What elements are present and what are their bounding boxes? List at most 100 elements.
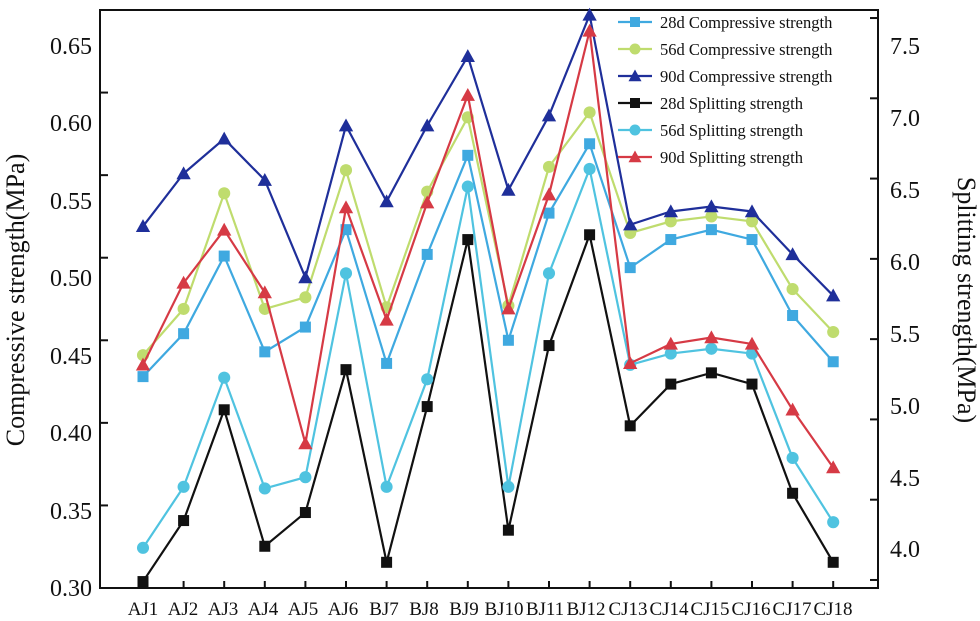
data-point bbox=[744, 204, 760, 218]
data-point bbox=[628, 150, 642, 163]
data-point bbox=[218, 371, 231, 384]
data-point bbox=[629, 43, 641, 55]
data-point bbox=[257, 172, 272, 186]
data-point bbox=[299, 321, 311, 333]
x-tick-label: CJ18 bbox=[813, 599, 852, 620]
data-point bbox=[502, 524, 514, 536]
data-point bbox=[624, 420, 636, 432]
x-tick-label: AJ6 bbox=[328, 599, 359, 620]
legend-marker bbox=[618, 17, 652, 27]
data-point bbox=[704, 199, 719, 213]
y-tick-label: 0.65 bbox=[50, 34, 92, 60]
legend-marker bbox=[618, 43, 652, 55]
x-tick-label: BJ9 bbox=[449, 599, 479, 620]
data-point bbox=[217, 222, 232, 236]
data-point bbox=[299, 507, 311, 519]
data-point bbox=[541, 187, 557, 201]
series-56d-compressive-strength bbox=[136, 106, 840, 362]
data-point bbox=[746, 378, 758, 390]
legend-label: 56d Compressive strength bbox=[660, 40, 833, 59]
data-point bbox=[744, 336, 760, 350]
data-point bbox=[826, 460, 841, 474]
y2-tick-label: 5.0 bbox=[890, 394, 920, 420]
data-point bbox=[584, 138, 596, 150]
y2-tick-label: 4.0 bbox=[890, 537, 920, 563]
data-point bbox=[257, 285, 272, 299]
legend-entry: 56d Compressive strength bbox=[618, 40, 833, 59]
data-point bbox=[421, 248, 433, 260]
y-tick-label: 0.40 bbox=[50, 421, 92, 447]
data-point bbox=[137, 576, 149, 588]
data-point bbox=[502, 334, 514, 346]
data-point bbox=[665, 234, 677, 246]
plot-area-border bbox=[99, 9, 879, 589]
legend-entry: 90d Compressive strength bbox=[618, 67, 833, 86]
y-axis-title: Compressive strength(MPa) bbox=[1, 154, 30, 446]
data-point bbox=[421, 401, 433, 413]
y2-tick-label: 6.0 bbox=[890, 250, 920, 276]
x-tick-label: CJ14 bbox=[649, 599, 689, 620]
data-point bbox=[630, 98, 640, 108]
data-point bbox=[298, 270, 313, 284]
data-point bbox=[421, 373, 434, 386]
y-tick-label: 0.35 bbox=[50, 499, 92, 525]
data-point bbox=[705, 342, 718, 355]
data-point bbox=[177, 480, 190, 493]
data-point bbox=[176, 275, 191, 289]
data-point bbox=[218, 187, 231, 200]
data-point bbox=[787, 487, 799, 499]
legend-entry: 56d Splitting strength bbox=[618, 121, 804, 140]
data-point bbox=[582, 7, 597, 21]
x-tick-label: BJ11 bbox=[526, 599, 564, 620]
data-point bbox=[582, 23, 597, 37]
series-line bbox=[142, 30, 835, 469]
data-point bbox=[460, 49, 475, 62]
series-line bbox=[142, 165, 835, 549]
data-point bbox=[462, 234, 474, 246]
left-y-axis: 0.30 0.35 0.40 0.45 0.50 0.55 0.60 0.65 bbox=[50, 34, 92, 602]
x-tick-label: AJ3 bbox=[208, 599, 239, 620]
series-56d-splitting-strength bbox=[136, 162, 840, 554]
legend-entry: 28d Splitting strength bbox=[618, 94, 804, 113]
series-layer bbox=[135, 7, 841, 588]
data-point bbox=[137, 371, 149, 383]
data-point bbox=[787, 310, 799, 322]
legend-label: 28d Compressive strength bbox=[660, 13, 833, 32]
legend-marker bbox=[618, 124, 652, 136]
data-point bbox=[542, 267, 556, 280]
data-point bbox=[704, 330, 719, 344]
data-point bbox=[217, 131, 232, 145]
x-tick-label: BJ12 bbox=[566, 599, 605, 620]
data-point bbox=[218, 250, 230, 262]
data-point bbox=[664, 215, 677, 228]
data-point bbox=[420, 195, 435, 209]
data-point bbox=[826, 288, 841, 302]
y2-tick-label: 7.5 bbox=[890, 34, 920, 60]
data-point bbox=[258, 482, 271, 495]
data-point bbox=[629, 124, 641, 136]
data-point bbox=[623, 217, 638, 231]
y2-tick-label: 7.0 bbox=[890, 106, 920, 132]
y2-tick-label: 6.5 bbox=[890, 178, 920, 204]
data-point bbox=[339, 267, 353, 280]
data-point bbox=[583, 162, 596, 175]
data-point bbox=[218, 404, 230, 416]
data-point bbox=[381, 556, 393, 568]
data-point bbox=[786, 283, 799, 296]
data-point bbox=[299, 471, 312, 484]
data-point bbox=[299, 291, 312, 304]
y-tick-label: 0.45 bbox=[50, 344, 92, 370]
data-point bbox=[381, 357, 393, 369]
y-tick-label: 0.50 bbox=[50, 266, 92, 292]
data-point bbox=[178, 328, 190, 340]
data-point bbox=[827, 516, 840, 529]
legend-entry: 28d Compressive strength bbox=[618, 13, 833, 32]
data-point bbox=[259, 540, 271, 552]
series-line bbox=[142, 110, 834, 356]
x-tick-label: AJ4 bbox=[248, 599, 279, 620]
data-point bbox=[543, 207, 555, 219]
data-point bbox=[542, 160, 556, 173]
data-point bbox=[178, 515, 190, 527]
legend: 28d Compressive strength 56d Compressive… bbox=[618, 13, 833, 167]
